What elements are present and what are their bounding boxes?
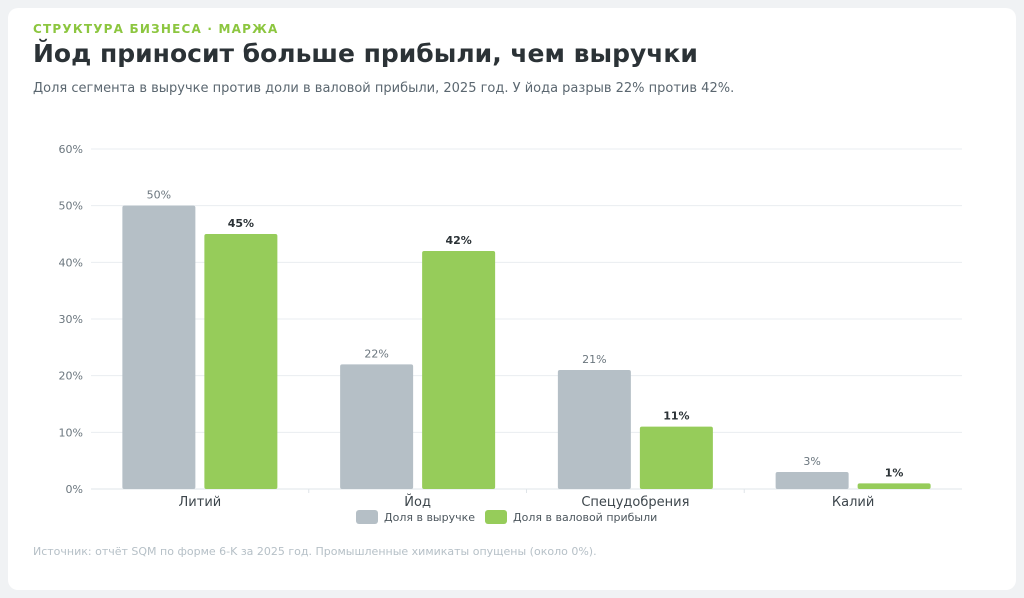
data-label: 45% xyxy=(228,217,254,230)
bar xyxy=(422,251,496,489)
y-tick-label: 20% xyxy=(59,370,83,383)
x-tick-label: Спецудобрения xyxy=(581,495,689,510)
x-tick-label: Йод xyxy=(404,494,431,510)
bar xyxy=(204,234,278,489)
bar xyxy=(122,205,196,489)
y-tick-label: 10% xyxy=(59,426,83,439)
data-label: 3% xyxy=(803,455,820,468)
y-tick-label: 30% xyxy=(59,313,83,326)
bar xyxy=(775,472,849,489)
legend-label-profit: Доля в валовой прибыли xyxy=(513,510,658,524)
bar xyxy=(639,426,713,489)
x-tick-label: Литий xyxy=(179,495,222,510)
legend-swatch-profit xyxy=(485,510,508,524)
y-tick-label: 0% xyxy=(66,483,83,496)
chart-title: Йод приносит больше прибыли, чем выручки xyxy=(33,39,698,68)
y-tick-label: 50% xyxy=(59,200,83,213)
bar xyxy=(857,483,931,489)
legend-item-revenue: Доля в выручке xyxy=(356,510,475,524)
legend-swatch-revenue xyxy=(356,510,378,524)
legend-label-revenue: Доля в выручке xyxy=(384,510,476,524)
source-note: Источник: отчёт SQM по форме 6-K за 2025… xyxy=(33,545,597,558)
y-tick-label: 60% xyxy=(59,143,83,156)
bar xyxy=(340,364,414,489)
data-label: 42% xyxy=(445,234,471,247)
data-label: 11% xyxy=(663,410,689,423)
bar xyxy=(557,370,631,489)
x-tick-label: Калий xyxy=(832,495,874,510)
legend: Доля в выручке Доля в валовой прибыли xyxy=(356,510,667,524)
data-label: 50% xyxy=(147,189,171,202)
y-tick-label: 40% xyxy=(59,256,83,269)
data-label: 1% xyxy=(885,466,904,479)
eyebrow-label: СТРУКТУРА БИЗНЕСА · МАРЖА xyxy=(33,22,279,36)
data-label: 22% xyxy=(364,347,388,360)
data-label: 21% xyxy=(582,353,606,366)
legend-item-profit: Доля в валовой прибыли xyxy=(485,510,657,524)
chart-subtitle: Доля сегмента в выручке против доли в ва… xyxy=(33,81,735,96)
